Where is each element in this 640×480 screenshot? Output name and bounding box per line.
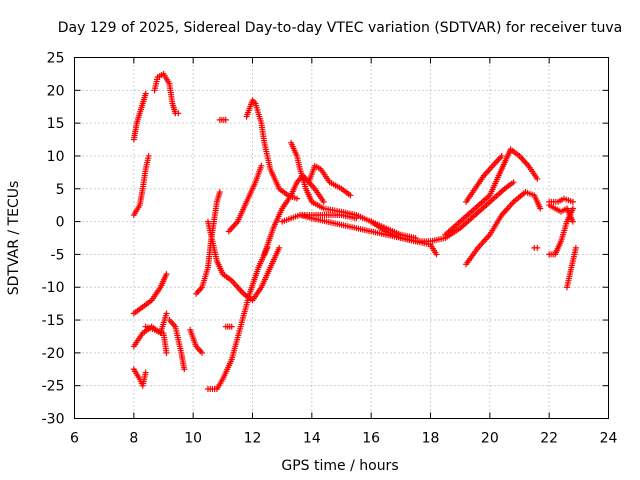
series-arc-19 xyxy=(288,139,419,241)
data-point xyxy=(216,189,223,196)
data-point xyxy=(181,366,188,373)
data-point xyxy=(569,205,576,212)
series-arc-06 xyxy=(130,366,149,389)
data-point xyxy=(534,175,541,182)
y-tick-label: -30 xyxy=(42,412,65,428)
series-arc-23 xyxy=(412,179,517,245)
data-point xyxy=(534,244,541,251)
x-tick-label: 10 xyxy=(184,431,202,447)
data-point xyxy=(510,179,517,186)
data-point xyxy=(572,244,579,251)
data-point xyxy=(433,251,440,258)
y-tick-label: 0 xyxy=(56,215,65,231)
series-arc-26 xyxy=(463,189,544,268)
series-arc-04 xyxy=(130,271,170,317)
y-axis-label: SDTVAR / TECUs xyxy=(6,181,22,296)
series-arc-08 xyxy=(166,317,188,373)
x-tick-label: 20 xyxy=(481,431,499,447)
x-tick-label: 18 xyxy=(422,431,440,447)
series-arc-10 xyxy=(193,189,223,297)
y-tick-label: 10 xyxy=(47,149,65,165)
x-tick-label: 16 xyxy=(362,431,380,447)
series-arc-07 xyxy=(142,323,170,356)
series-arc-25 xyxy=(463,152,505,205)
data-point xyxy=(498,152,505,159)
y-tick-label: -10 xyxy=(42,280,65,296)
y-tick-label: 25 xyxy=(47,51,65,67)
series-arc-24 xyxy=(442,146,541,238)
x-tick-label: 14 xyxy=(303,431,321,447)
points-layer xyxy=(130,70,579,392)
series-arc-11 xyxy=(205,244,271,392)
series-arc-22 xyxy=(368,218,440,258)
data-point xyxy=(145,152,152,159)
x-axis-label: GPS time / hours xyxy=(281,458,398,474)
data-point xyxy=(228,323,235,330)
data-point xyxy=(569,218,576,225)
y-tick-label: -5 xyxy=(51,247,65,263)
series-arc-02 xyxy=(130,152,152,219)
grid-layer xyxy=(74,57,609,419)
series-arc-13 xyxy=(225,162,265,235)
series-arc-28 xyxy=(546,205,576,258)
x-tick-label: 22 xyxy=(540,431,558,447)
series-arc-17 xyxy=(261,172,327,258)
data-point xyxy=(199,349,206,356)
data-point xyxy=(163,310,170,317)
data-point xyxy=(569,198,576,205)
series-arc-09 xyxy=(187,326,206,356)
chart-title: Day 129 of 2025, Sidereal Day-to-day VTE… xyxy=(58,20,622,36)
data-point xyxy=(276,244,283,251)
y-tick-label: -20 xyxy=(42,346,65,362)
series-arc-01 xyxy=(130,90,149,143)
series-arc-30 xyxy=(546,202,576,225)
series-arc-20 xyxy=(305,162,354,199)
y-tick-label: 15 xyxy=(47,116,65,132)
series-arc-29 xyxy=(546,195,576,205)
x-tick-label: 24 xyxy=(600,431,618,447)
plot-frame xyxy=(74,57,609,419)
data-point xyxy=(163,349,170,356)
series-arc-31 xyxy=(563,244,579,291)
y-tick-label: 5 xyxy=(56,182,65,198)
ticks-layer: 6 8 10 12 14 16 18 20 22 24 -30 -25 -20 -15 -10 -5 0 5 10 1… xyxy=(42,51,618,447)
data-point xyxy=(320,198,327,205)
y-tick-label: 20 xyxy=(47,83,65,99)
series-arc-16 xyxy=(243,97,300,202)
data-point xyxy=(142,369,149,376)
y-tick-label: -15 xyxy=(42,313,65,329)
y-tick-label: -25 xyxy=(42,379,65,395)
data-point xyxy=(142,90,149,97)
data-point xyxy=(294,195,300,202)
data-point xyxy=(537,205,544,212)
series-arc-15 xyxy=(222,323,235,330)
data-point xyxy=(347,192,354,199)
x-tick-label: 8 xyxy=(129,431,138,447)
x-tick-label: 6 xyxy=(70,431,79,447)
x-tick-label: 12 xyxy=(244,431,262,447)
data-point xyxy=(258,162,265,169)
series-arc-27 xyxy=(531,244,541,251)
data-point xyxy=(222,116,229,123)
series-arc-14 xyxy=(216,116,229,123)
series-arc-12 xyxy=(205,218,283,304)
data-point xyxy=(175,110,182,117)
series-arc-03 xyxy=(151,70,182,117)
data-point xyxy=(163,271,170,278)
